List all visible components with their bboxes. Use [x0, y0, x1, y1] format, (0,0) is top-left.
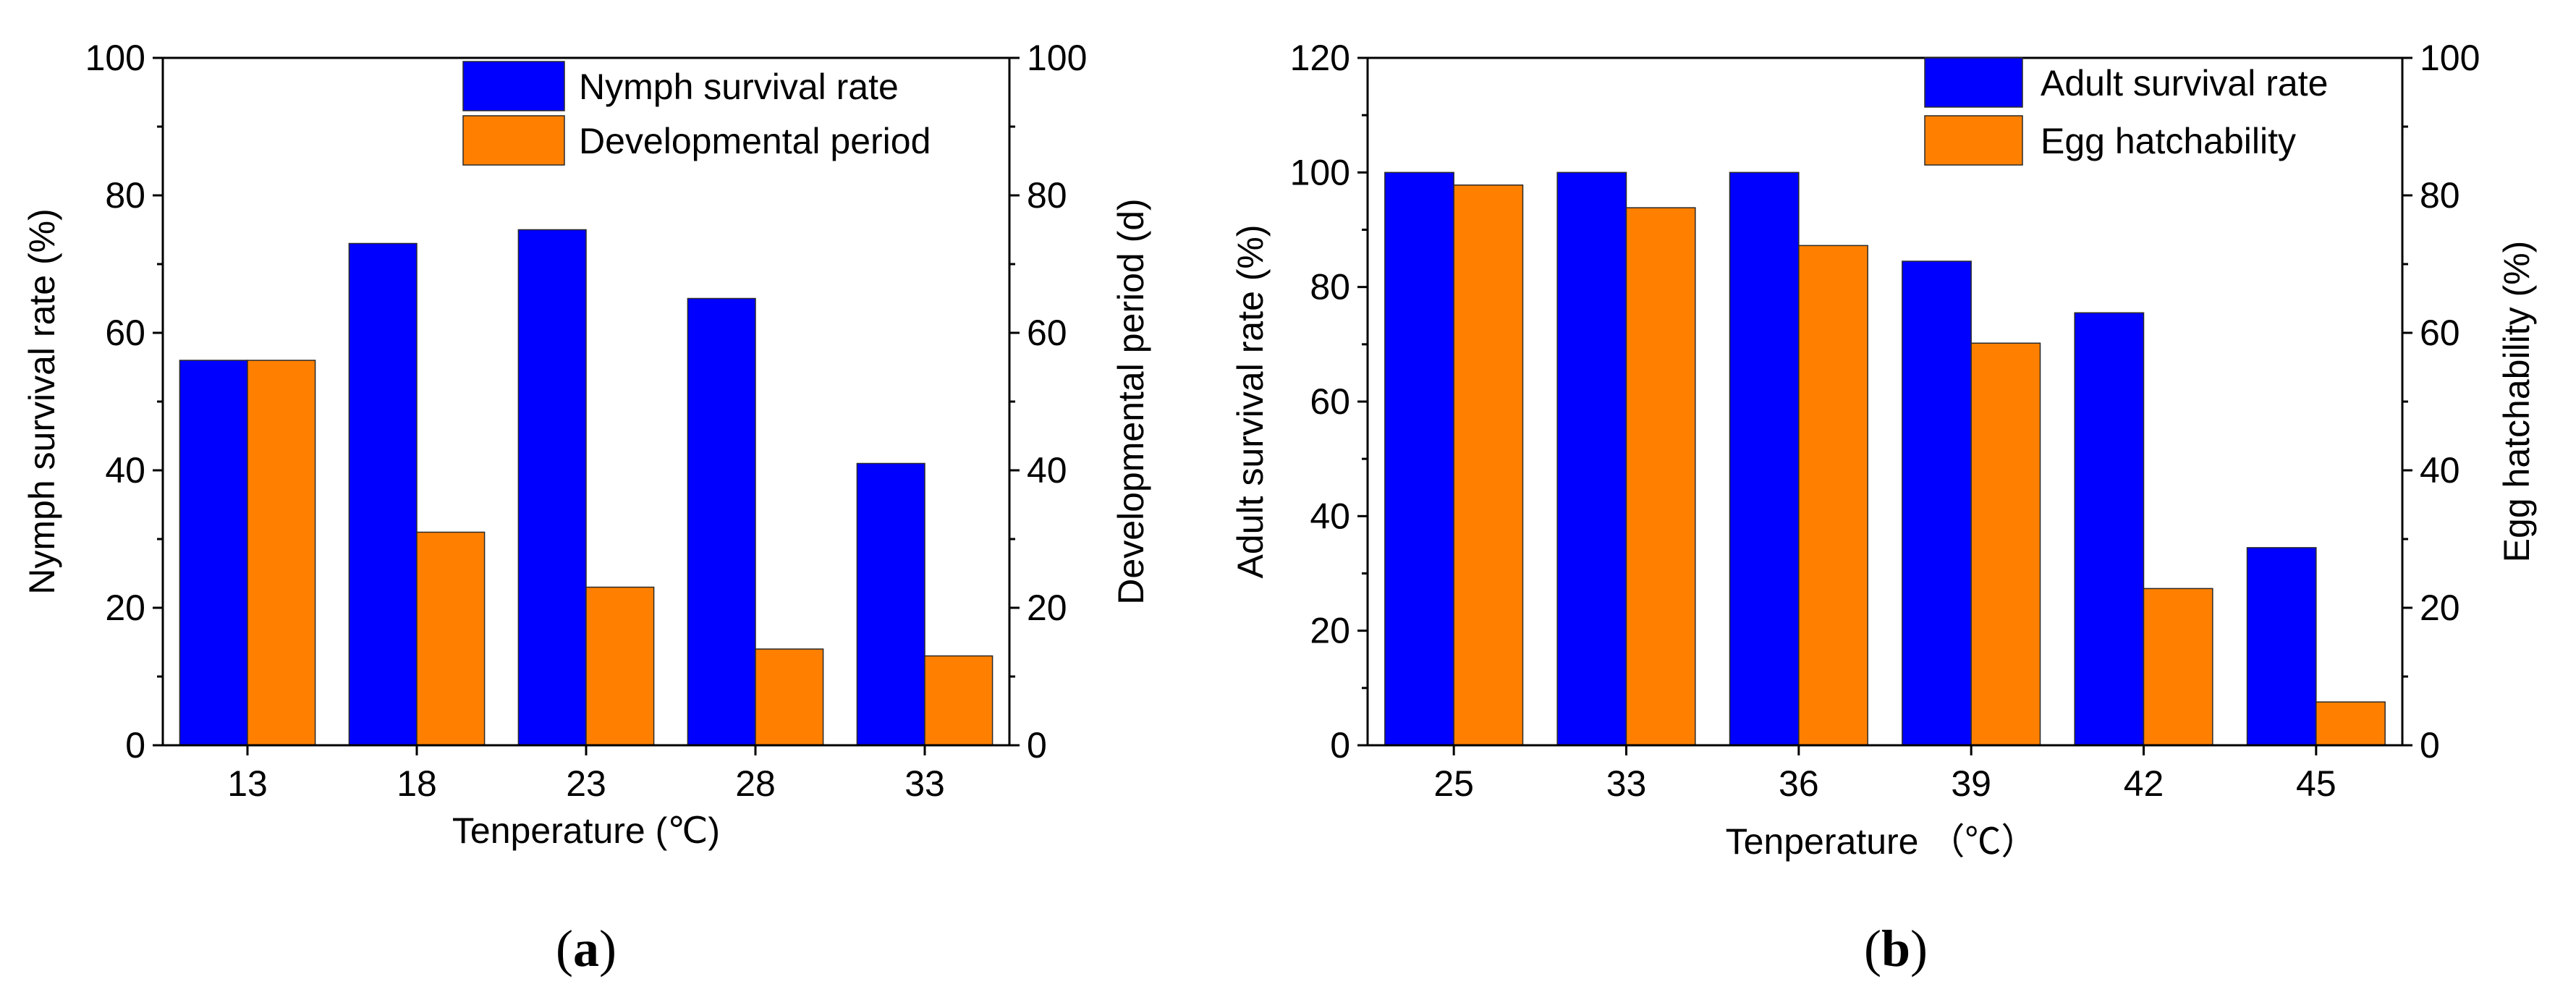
bar-series1-42 [2074, 312, 2145, 746]
y2-tick-label: 100 [2420, 38, 2480, 78]
panel-label-close-paren: ) [1910, 920, 1928, 978]
x-tick-label: 45 [2296, 763, 2336, 804]
bar-series1-18 [348, 242, 418, 746]
legend: Nymph survival rate Developmental period [462, 61, 931, 166]
chart-panel-a: 13 18 23 28 33 0 20 40 60 80 100 0 20 40 60 80 100 Tenper… [22, 38, 1151, 978]
bar-series2-36 [1798, 245, 1868, 746]
y-tick-label: 20 [1310, 611, 1350, 651]
legend-label-series2: Egg hatchability [2041, 121, 2296, 161]
y2-tick-label: 40 [1027, 450, 1067, 491]
bar-series1-28 [687, 297, 756, 746]
x-tick-label: 39 [1951, 763, 1991, 804]
panel-label-close-paren: ) [599, 920, 617, 978]
bar-series2-33 [924, 655, 993, 746]
x-axis-title: Tenperature (℃) [452, 810, 720, 851]
legend: Adult survival rate Egg hatchability [1924, 57, 2328, 166]
panel-label-letter: b [1881, 920, 1910, 978]
bar-series1-13 [179, 360, 248, 746]
legend-swatch-series1 [462, 61, 565, 111]
bar-series2-33 [1625, 207, 1696, 746]
panel-label-open-paren: ( [1864, 920, 1881, 978]
y-tick-label: 100 [1290, 152, 1350, 192]
y2-tick-label: 20 [2420, 588, 2460, 628]
bar-series2-18 [416, 531, 486, 746]
panel-label: (b) [1864, 920, 1928, 978]
bar-series1-23 [517, 229, 587, 746]
bar-series2-39 [1970, 342, 2041, 746]
legend-label-series2: Developmental period [579, 121, 931, 161]
legend-label-series1: Nymph survival rate [579, 67, 899, 107]
y-tick-label: 80 [105, 175, 145, 216]
x-tick-label: 42 [2124, 763, 2164, 804]
x-tick-label: 28 [735, 763, 776, 804]
x-tick-label: 33 [904, 763, 945, 804]
bar-series1-39 [1902, 260, 1972, 746]
y-tick-label: 100 [85, 38, 145, 78]
y-tick-label: 40 [1310, 496, 1350, 536]
x-tick-label: 36 [1779, 763, 1819, 804]
y-tick-label: 20 [105, 588, 145, 628]
y-axis-title: Adult survival rate (%) [1230, 224, 1271, 578]
legend-swatch-series2 [462, 115, 565, 166]
bar-series1-33 [856, 462, 925, 746]
y2-axis-title: Egg hatchability (%) [2496, 241, 2537, 563]
x-tick-label: 25 [1433, 763, 1474, 804]
bar-series2-28 [755, 648, 824, 746]
bar-series2-45 [2316, 701, 2386, 746]
x-tick-label: 23 [566, 763, 606, 804]
bar-series1-45 [2246, 547, 2317, 746]
legend-swatch-series2 [1924, 115, 2023, 166]
y2-tick-label: 60 [2420, 313, 2460, 353]
bar-series2-25 [1453, 185, 1524, 746]
y-tick-label: 60 [1310, 381, 1350, 422]
bar-series2-23 [585, 586, 655, 746]
panel-label: (a) [556, 920, 617, 978]
y2-tick-label: 20 [1027, 588, 1067, 628]
bar-series2-42 [2143, 588, 2213, 746]
y2-tick-label: 0 [1027, 725, 1047, 766]
x-tick-label: 33 [1606, 763, 1647, 804]
y2-tick-label: 60 [1027, 313, 1067, 353]
bar-series1-36 [1729, 171, 1800, 746]
y2-tick-label: 80 [2420, 175, 2460, 216]
legend-label-series1: Adult survival rate [2041, 63, 2328, 103]
y-tick-label: 60 [105, 313, 145, 353]
x-tick-label: 18 [397, 763, 437, 804]
y2-tick-label: 100 [1027, 38, 1087, 78]
y2-tick-label: 40 [2420, 450, 2460, 491]
y-tick-label: 120 [1290, 38, 1350, 78]
y-tick-label: 0 [125, 725, 145, 766]
legend-swatch-series1 [1924, 57, 2023, 108]
y-tick-label: 80 [1310, 267, 1350, 308]
y-axis-title: Nymph survival rate (%) [22, 208, 62, 594]
chart-panel-b: 25 33 36 39 42 45 0 20 40 60 80 100 120 0 20 40 60 80 100 T… [1230, 38, 2537, 978]
bar-series2-13 [247, 360, 316, 746]
panel-label-letter: a [573, 920, 599, 978]
bar-series1-25 [1384, 171, 1454, 746]
y2-tick-label: 0 [2420, 725, 2440, 766]
y-tick-label: 0 [1330, 725, 1350, 766]
y2-tick-label: 80 [1027, 175, 1067, 216]
panel-label-open-paren: ( [556, 920, 573, 978]
bar-series1-33 [1556, 171, 1627, 746]
x-tick-label: 13 [227, 763, 268, 804]
x-axis-title: Tenperature （℃） [1726, 821, 2038, 862]
y-tick-label: 40 [105, 450, 145, 491]
y2-axis-title: Developmental period (d) [1111, 198, 1151, 604]
